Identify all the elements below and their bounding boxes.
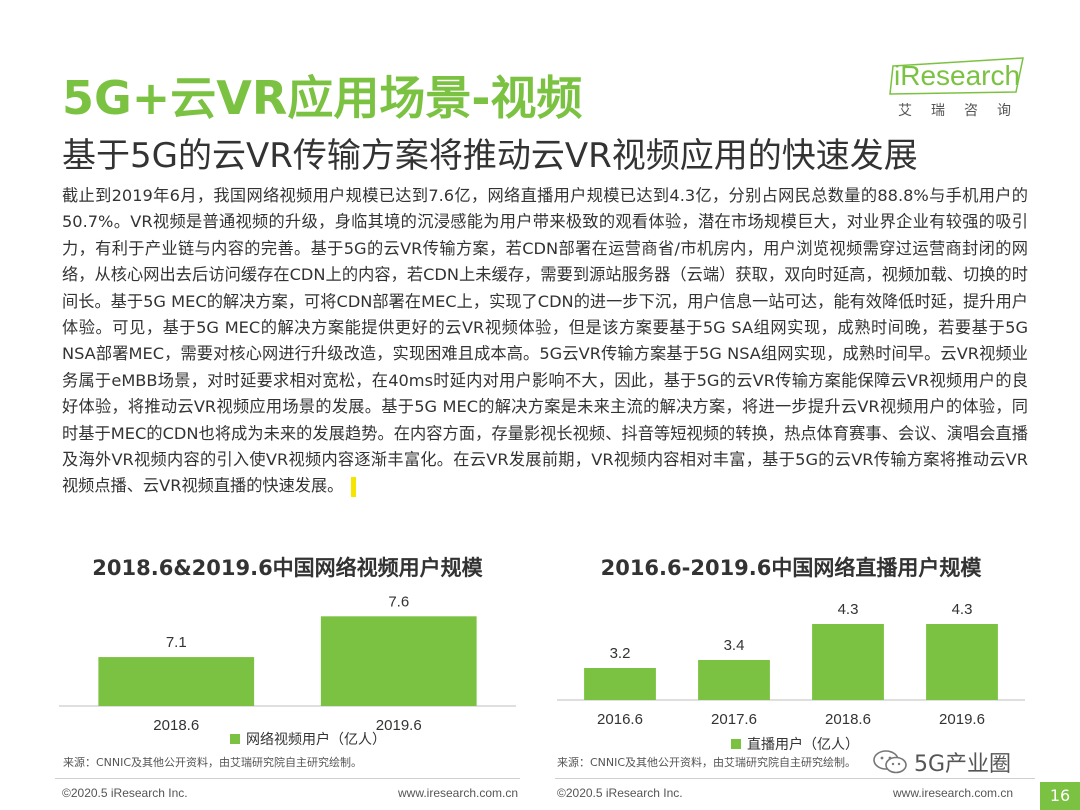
footer-copyright: ©2020.5 iResearch Inc. bbox=[62, 786, 188, 800]
data-label: 4.3 bbox=[952, 601, 973, 618]
footer-divider bbox=[555, 778, 1035, 779]
page-subtitle: 基于5G的云VR传输方案将推动云VR视频应用的快速发展 bbox=[62, 136, 918, 176]
chart-legend: 网络视频用户（亿人） bbox=[230, 729, 386, 749]
iresearch-logo: iResearch 艾瑞咨询 bbox=[888, 56, 1028, 126]
body-paragraph-text: 截止到2019年6月，我国网络视频用户规模已达到7.6亿，网络直播用户规模已达到… bbox=[62, 186, 1028, 496]
bar bbox=[926, 624, 998, 700]
page-title: 5G+云VR应用场景-视频 bbox=[62, 71, 583, 125]
x-tick-label: 2019.6 bbox=[939, 711, 985, 728]
legend-label: 网络视频用户（亿人） bbox=[246, 732, 386, 748]
x-tick-label: 2018.6 bbox=[825, 711, 871, 728]
wechat-icon bbox=[873, 750, 907, 774]
data-label: 7.6 bbox=[388, 593, 409, 610]
logo-cn-text: 艾瑞咨询 bbox=[898, 103, 1030, 119]
x-tick-label: 2018.6 bbox=[153, 717, 199, 734]
data-label: 3.4 bbox=[724, 637, 745, 654]
watermark-text: 5G产业圈 bbox=[914, 752, 1012, 777]
watermark: 5G产业圈 bbox=[872, 746, 1011, 778]
footer-url: www.iresearch.com.cn bbox=[893, 786, 1014, 800]
legend-swatch bbox=[230, 734, 240, 744]
bar bbox=[98, 657, 255, 706]
chart-title: 2016.6-2019.6中国网络直播用户规模 bbox=[600, 556, 982, 580]
chart-source: 来源：CNNIC及其他公开资料，由艾瑞研究院自主研究绘制。 bbox=[63, 756, 363, 769]
bar bbox=[584, 668, 656, 700]
logo-text: iResearch bbox=[894, 60, 1021, 91]
bar bbox=[812, 624, 884, 700]
live-users-chart-svg: 3.2 2016.6 3.4 2017.6 4.3 2018.6 4.3 2019.6 bbox=[557, 601, 1025, 728]
logo-swoosh-icon bbox=[889, 57, 1024, 95]
page-number: 16 bbox=[1040, 782, 1080, 810]
chart-title: 2018.6&2019.6中国网络视频用户规模 bbox=[92, 556, 483, 580]
legend-swatch bbox=[731, 739, 741, 749]
legend-label: 直播用户（亿人） bbox=[747, 737, 859, 753]
video-users-chart-svg: 7.1 2018.6 7.6 2019.6 bbox=[59, 593, 516, 734]
footer-url: www.iresearch.com.cn bbox=[398, 786, 519, 800]
body-paragraph: 截止到2019年6月，我国网络视频用户规模已达到7.6亿，网络直播用户规模已达到… bbox=[62, 183, 1028, 500]
x-tick-label: 2017.6 bbox=[711, 711, 757, 728]
x-tick-label: 2016.6 bbox=[597, 711, 643, 728]
bar bbox=[320, 616, 477, 706]
data-label: 4.3 bbox=[838, 601, 859, 618]
video-users-chart: 2018.6&2019.6中国网络视频用户规模 7.1 2018.6 7.6 2019… bbox=[55, 552, 520, 772]
x-tick-label: 2019.6 bbox=[376, 717, 422, 734]
chart-source: 来源：CNNIC及其他公开资料，由艾瑞研究院自主研究绘制。 bbox=[557, 756, 857, 769]
text-cursor-marker bbox=[351, 476, 357, 497]
live-users-chart: 2016.6-2019.6中国网络直播用户规模 3.2 2016.6 3.4 2017… bbox=[555, 552, 1027, 772]
chart-legend: 直播用户（亿人） bbox=[731, 734, 859, 754]
footer-copyright: ©2020.5 iResearch Inc. bbox=[557, 786, 683, 800]
bar bbox=[698, 660, 770, 700]
data-label: 7.1 bbox=[166, 634, 187, 651]
footer-divider bbox=[55, 778, 520, 779]
data-label: 3.2 bbox=[610, 645, 631, 662]
